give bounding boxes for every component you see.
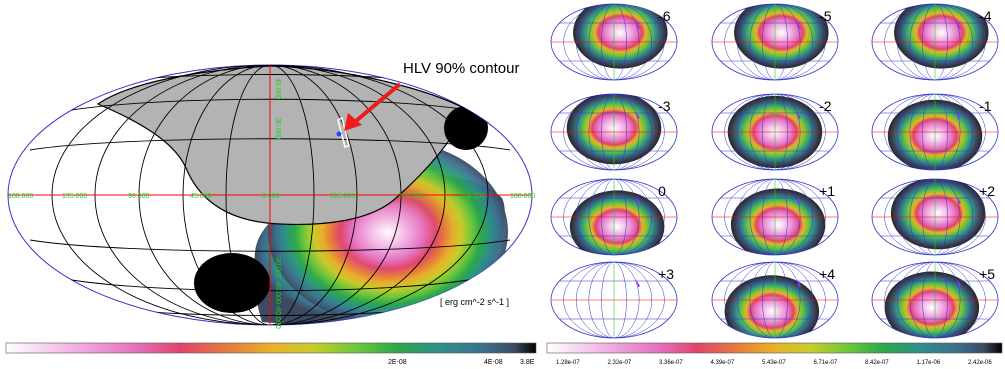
colorbar-tick: 2E-08 — [388, 359, 407, 366]
sky-panel: -1 — [871, 93, 999, 171]
sky-panel: -6 — [550, 3, 678, 81]
hlv-contour — [337, 116, 350, 148]
time-offset-label: -6 — [658, 8, 671, 24]
fluence-region — [724, 275, 820, 338]
lon-label: 135.000 — [62, 193, 87, 200]
sky-panel: +4 — [711, 261, 839, 339]
source-marker — [636, 196, 640, 205]
fluence-region — [884, 271, 980, 338]
time-offset-label: -4 — [979, 8, 992, 24]
source-marker — [957, 279, 961, 288]
lon-label: 90.000 — [128, 193, 150, 200]
colorbar-tick: 1.17e-06 — [917, 360, 941, 366]
source-marker — [636, 279, 640, 288]
source-marker — [797, 279, 801, 288]
sky-panel: +3 — [550, 261, 678, 339]
lon-label: 180.000 — [510, 193, 535, 200]
lat-label: -30.000 — [274, 255, 281, 279]
left-colorbar: 2E-08 4E-08 3.8E — [5, 342, 537, 366]
colorbar-tick: 1.28e-07 — [556, 360, 580, 366]
source-marker — [957, 21, 961, 30]
time-offset-label: +2 — [979, 183, 995, 199]
time-offset-label: 0 — [658, 183, 666, 199]
lon-label: 180.000 — [8, 193, 33, 200]
time-offset-label: +1 — [819, 183, 835, 199]
right-colorbar: 1.28e-07 2.32e-07 3.36e-07 4.39e-07 5.43e-07… — [546, 342, 1003, 366]
lon-label: 270.000 — [398, 193, 423, 200]
hlv-annotation: HLV 90% contour — [403, 60, 519, 77]
sky-panel: -3 — [550, 93, 678, 171]
colorbar-tick: 8.42e-07 — [865, 360, 889, 366]
source-marker — [636, 21, 640, 30]
colorbar-tick: 6.71e-07 — [814, 360, 838, 366]
lon-label: 315.000 — [330, 193, 355, 200]
time-offset-label: +3 — [658, 266, 674, 282]
left-skymap: 180.000 135.000 90.000 45.000 0.000 315.… — [7, 60, 535, 329]
sky-panel: +5 — [871, 261, 999, 339]
time-offset-label: +4 — [819, 266, 835, 282]
lat-label: -60.000 — [274, 305, 281, 329]
source-marker — [797, 196, 801, 205]
lon-label: 225.000 — [460, 193, 485, 200]
lon-labels: 180.000 135.000 90.000 45.000 0.000 315.… — [8, 193, 535, 200]
sky-panel: +1 — [711, 178, 839, 256]
source-marker — [797, 21, 801, 30]
colorbar-tick: 2.32e-07 — [608, 360, 632, 366]
sky-panel: +2 — [871, 178, 999, 256]
hlv-marker — [336, 131, 342, 137]
colorbar-tick: 2.42e-06 — [968, 360, 992, 366]
time-offset-label: +5 — [979, 266, 995, 282]
source-marker — [957, 196, 961, 205]
lon-label: 0.000 — [262, 193, 280, 200]
time-offset-label: -5 — [819, 8, 832, 24]
fluence-region — [890, 179, 986, 250]
black-blob-right — [444, 106, 488, 150]
sky-panel: -5 — [711, 3, 839, 81]
source-marker — [797, 111, 801, 120]
time-series-panels: -6 -5 -4 -3 -2 -1 0 +1 +2 +3 +4 +5 — [550, 3, 999, 339]
time-offset-label: -3 — [658, 98, 671, 114]
time-offset-label: -2 — [819, 98, 832, 114]
source-marker — [957, 111, 961, 120]
lat-label: 45.000 — [274, 78, 281, 100]
colorbar-strip — [5, 342, 537, 354]
colorbar-tick: 4.39e-07 — [711, 360, 735, 366]
black-blob-left — [194, 253, 270, 313]
annotation-arrow — [344, 82, 402, 131]
colorbar-tick: 3.36e-07 — [659, 360, 683, 366]
lon-label: 45.000 — [190, 193, 212, 200]
colorbar-strip — [546, 342, 1003, 354]
lat-label: -45.000 — [274, 280, 281, 304]
colorbar-tick: 4E-08 — [484, 359, 503, 366]
source-marker — [636, 111, 640, 120]
sky-panel: -2 — [711, 93, 839, 171]
colorbar-tick: 5.43e-07 — [762, 360, 786, 366]
lat-label: 30.000 — [274, 118, 281, 140]
colorbar-tick: 3.8E — [520, 359, 535, 366]
fluence-region — [569, 190, 665, 255]
lat-labels: 45.000 30.000 -30.000 -45.000 -60.000 — [274, 78, 281, 329]
unit-label: [ erg cm^-2 s^-1 ] — [440, 297, 509, 307]
sky-panel: -4 — [871, 3, 999, 81]
fluence-region — [730, 188, 826, 255]
sky-panel: 0 — [550, 178, 678, 256]
time-offset-label: -1 — [979, 98, 992, 114]
